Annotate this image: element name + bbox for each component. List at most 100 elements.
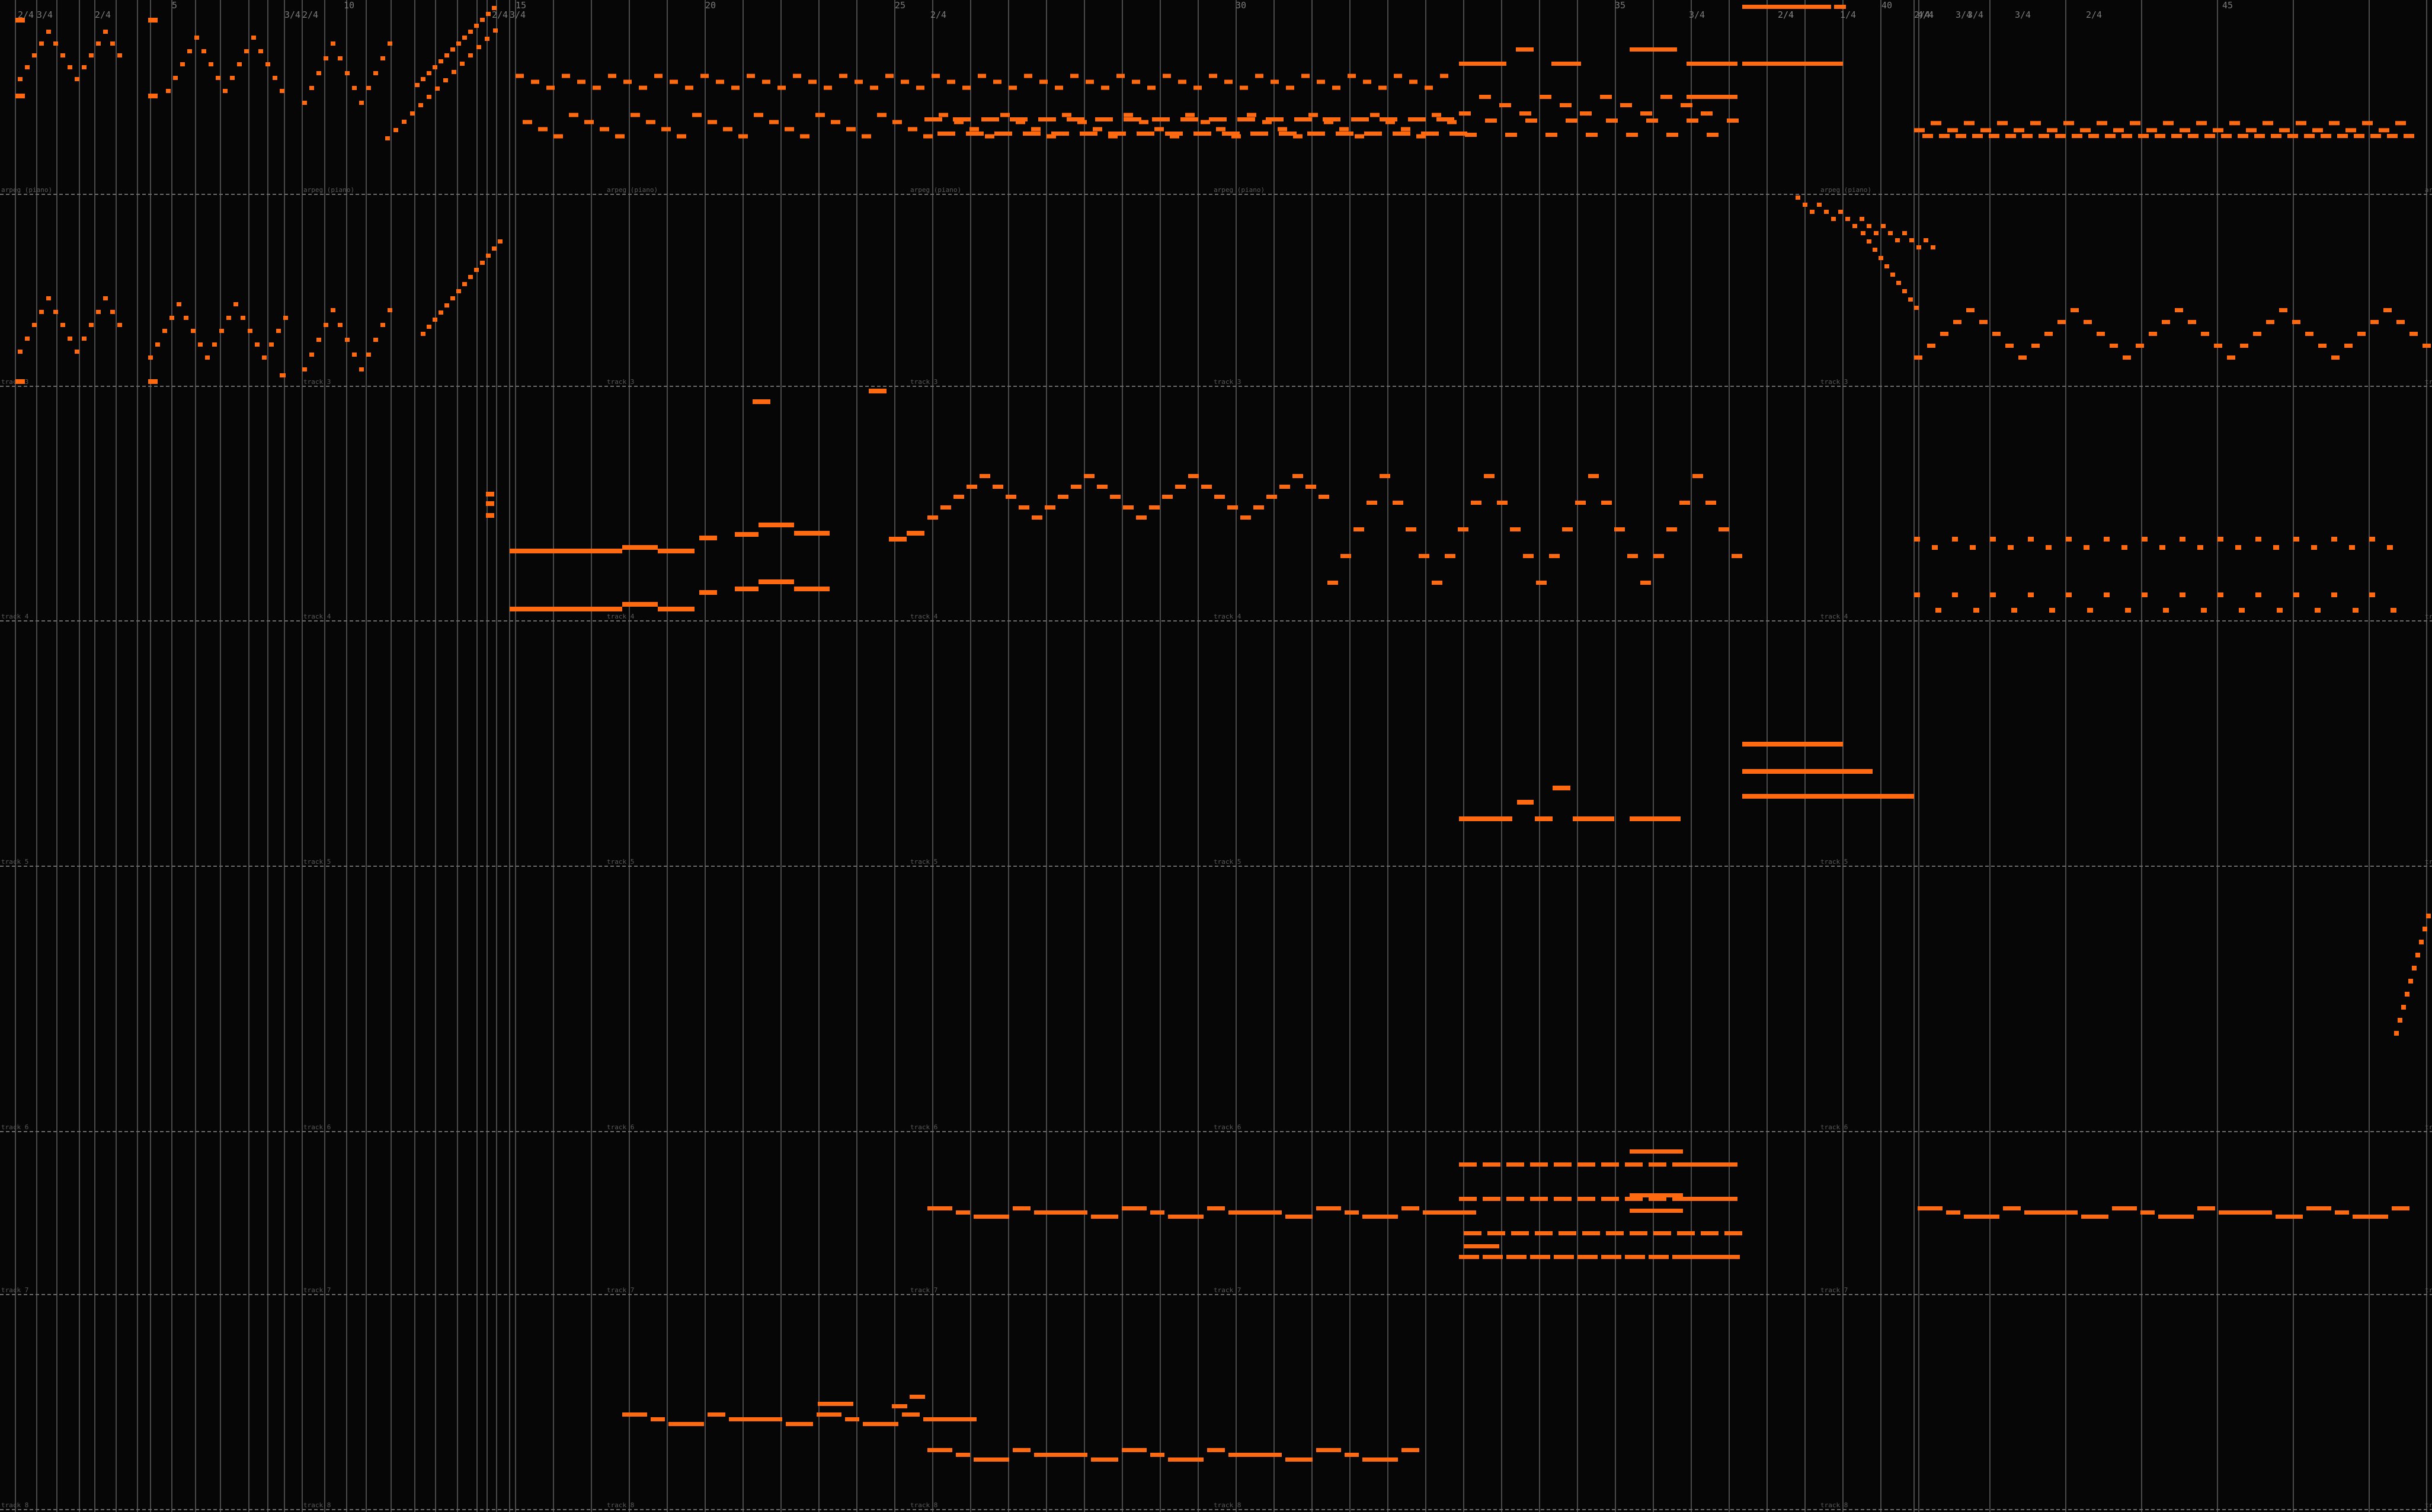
note[interactable] — [2163, 608, 2169, 613]
note[interactable] — [969, 127, 979, 132]
note[interactable] — [1649, 1162, 1666, 1167]
time-signature[interactable]: 2/4 — [2086, 9, 2102, 20]
note[interactable] — [1707, 133, 1719, 137]
note[interactable] — [2344, 344, 2353, 348]
note[interactable] — [1193, 85, 1202, 90]
bar-number[interactable]: 25 — [895, 0, 905, 11]
note[interactable] — [985, 134, 994, 139]
note[interactable] — [1640, 111, 1652, 116]
note[interactable] — [1101, 85, 1109, 90]
note[interactable] — [468, 275, 473, 279]
note[interactable] — [670, 79, 678, 84]
note[interactable] — [324, 323, 328, 327]
note[interactable] — [1394, 73, 1402, 78]
bar-number[interactable]: 15 — [516, 0, 526, 11]
note[interactable] — [1914, 537, 1920, 542]
note[interactable] — [2394, 1031, 2399, 1036]
note[interactable] — [608, 73, 616, 78]
note[interactable] — [148, 379, 158, 384]
note[interactable] — [1922, 134, 1933, 138]
note[interactable] — [1124, 117, 1141, 121]
note[interactable] — [331, 41, 335, 46]
note[interactable] — [1285, 1457, 1313, 1462]
note[interactable] — [1150, 1453, 1164, 1457]
note[interactable] — [1536, 581, 1547, 585]
note[interactable] — [2188, 320, 2196, 324]
note[interactable] — [562, 73, 570, 78]
note[interactable] — [1946, 1210, 1960, 1215]
note[interactable] — [2140, 1210, 2155, 1215]
note[interactable] — [2370, 134, 2381, 138]
note[interactable] — [869, 389, 887, 393]
note[interactable] — [769, 120, 779, 124]
note[interactable] — [1459, 111, 1471, 116]
note[interactable] — [994, 132, 1012, 136]
note[interactable] — [2197, 1206, 2215, 1210]
note[interactable] — [2219, 1210, 2272, 1215]
note[interactable] — [1419, 554, 1429, 558]
note[interactable] — [708, 120, 717, 124]
note[interactable] — [658, 607, 695, 611]
note[interactable] — [1803, 203, 1807, 207]
note[interactable] — [668, 1422, 704, 1426]
note[interactable] — [241, 316, 245, 320]
note[interactable] — [2318, 344, 2327, 348]
note[interactable] — [194, 36, 199, 40]
note[interactable] — [1932, 545, 1938, 550]
note[interactable] — [237, 62, 242, 66]
note[interactable] — [723, 127, 732, 132]
note[interactable] — [2279, 128, 2290, 133]
note[interactable] — [2387, 545, 2393, 550]
note[interactable] — [1888, 231, 1893, 235]
note[interactable] — [486, 492, 494, 496]
note[interactable] — [1918, 1206, 1943, 1210]
note[interactable] — [15, 18, 25, 23]
note[interactable] — [166, 89, 171, 93]
note[interactable] — [759, 579, 794, 584]
note[interactable] — [1630, 1231, 1647, 1235]
note[interactable] — [1139, 120, 1148, 124]
note[interactable] — [1701, 111, 1713, 116]
note[interactable] — [2349, 545, 2355, 550]
note[interactable] — [685, 85, 693, 90]
note[interactable] — [1525, 118, 1537, 123]
note[interactable] — [1228, 1453, 1282, 1457]
note[interactable] — [1013, 1448, 1031, 1452]
note[interactable] — [1908, 297, 1913, 302]
note[interactable] — [219, 329, 224, 333]
note[interactable] — [433, 318, 437, 322]
note[interactable] — [1630, 47, 1677, 52]
note[interactable] — [418, 103, 423, 107]
note[interactable] — [1301, 73, 1310, 78]
note[interactable] — [1316, 1206, 1341, 1210]
note[interactable] — [1286, 85, 1294, 90]
note[interactable] — [2287, 134, 2298, 138]
note[interactable] — [1058, 495, 1068, 499]
note[interactable] — [439, 59, 443, 63]
note[interactable] — [345, 338, 350, 342]
note[interactable] — [2028, 537, 2034, 542]
note[interactable] — [415, 83, 420, 87]
note[interactable] — [485, 37, 489, 41]
note[interactable] — [2379, 128, 2389, 133]
note[interactable] — [2239, 608, 2245, 613]
note[interactable] — [1055, 85, 1063, 90]
note[interactable] — [1067, 117, 1084, 121]
note[interactable] — [2331, 537, 2337, 542]
note[interactable] — [1093, 127, 1102, 132]
note[interactable] — [1653, 554, 1664, 558]
note[interactable] — [1535, 816, 1553, 821]
note[interactable] — [2080, 128, 2091, 133]
note[interactable] — [155, 342, 160, 347]
note[interactable] — [1471, 501, 1481, 505]
note[interactable] — [1464, 1231, 1481, 1235]
note[interactable] — [1305, 485, 1316, 489]
bar-number[interactable]: 10 — [344, 0, 354, 11]
note[interactable] — [1122, 1448, 1147, 1452]
note[interactable] — [553, 134, 563, 139]
note[interactable] — [1149, 505, 1160, 510]
note[interactable] — [309, 353, 314, 357]
note[interactable] — [15, 94, 25, 98]
note[interactable] — [39, 41, 44, 46]
note[interactable] — [1935, 608, 1941, 613]
